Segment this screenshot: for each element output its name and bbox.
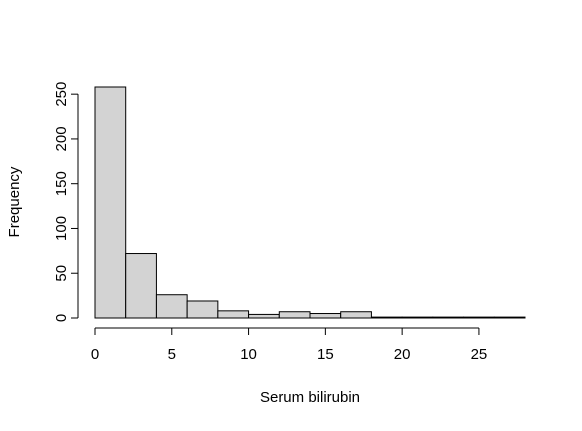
y-tick-label: 100 bbox=[53, 216, 70, 241]
histogram-bar bbox=[340, 311, 372, 319]
histogram-bar bbox=[432, 316, 465, 319]
bars-group bbox=[94, 86, 526, 319]
y-tick-label: 200 bbox=[53, 126, 70, 151]
x-tick-label: 25 bbox=[471, 346, 488, 363]
histogram-bar bbox=[370, 316, 403, 319]
histogram-bar bbox=[248, 313, 280, 319]
x-axis: 0 5 10 15 20 25 bbox=[91, 327, 488, 363]
x-tick-label: 15 bbox=[317, 346, 334, 363]
x-tick-label: 10 bbox=[240, 346, 257, 363]
y-tick-label: 50 bbox=[53, 265, 70, 282]
histogram-bar bbox=[493, 316, 526, 319]
y-tick-label: 150 bbox=[53, 171, 70, 196]
histogram-bar bbox=[278, 311, 311, 319]
x-tick-label: 20 bbox=[394, 346, 411, 363]
histogram-bar bbox=[463, 316, 495, 319]
histogram-bar bbox=[217, 310, 250, 319]
y-tick-label: 250 bbox=[53, 82, 70, 107]
x-tick-label: 0 bbox=[91, 346, 99, 363]
x-tick-label: 5 bbox=[168, 346, 176, 363]
histogram-bar bbox=[125, 253, 157, 319]
y-axis-label: Frequency bbox=[6, 166, 23, 237]
histogram-bar bbox=[94, 86, 127, 319]
y-tick-label: 0 bbox=[53, 314, 70, 322]
x-axis-label: Serum bilirubin bbox=[260, 389, 360, 406]
histogram-bar bbox=[186, 300, 219, 319]
y-axis: 0 50 100 150 200 250 bbox=[53, 82, 79, 322]
histogram-bar bbox=[155, 294, 188, 319]
histogram-bar bbox=[401, 316, 434, 319]
histogram-bar bbox=[309, 313, 342, 319]
